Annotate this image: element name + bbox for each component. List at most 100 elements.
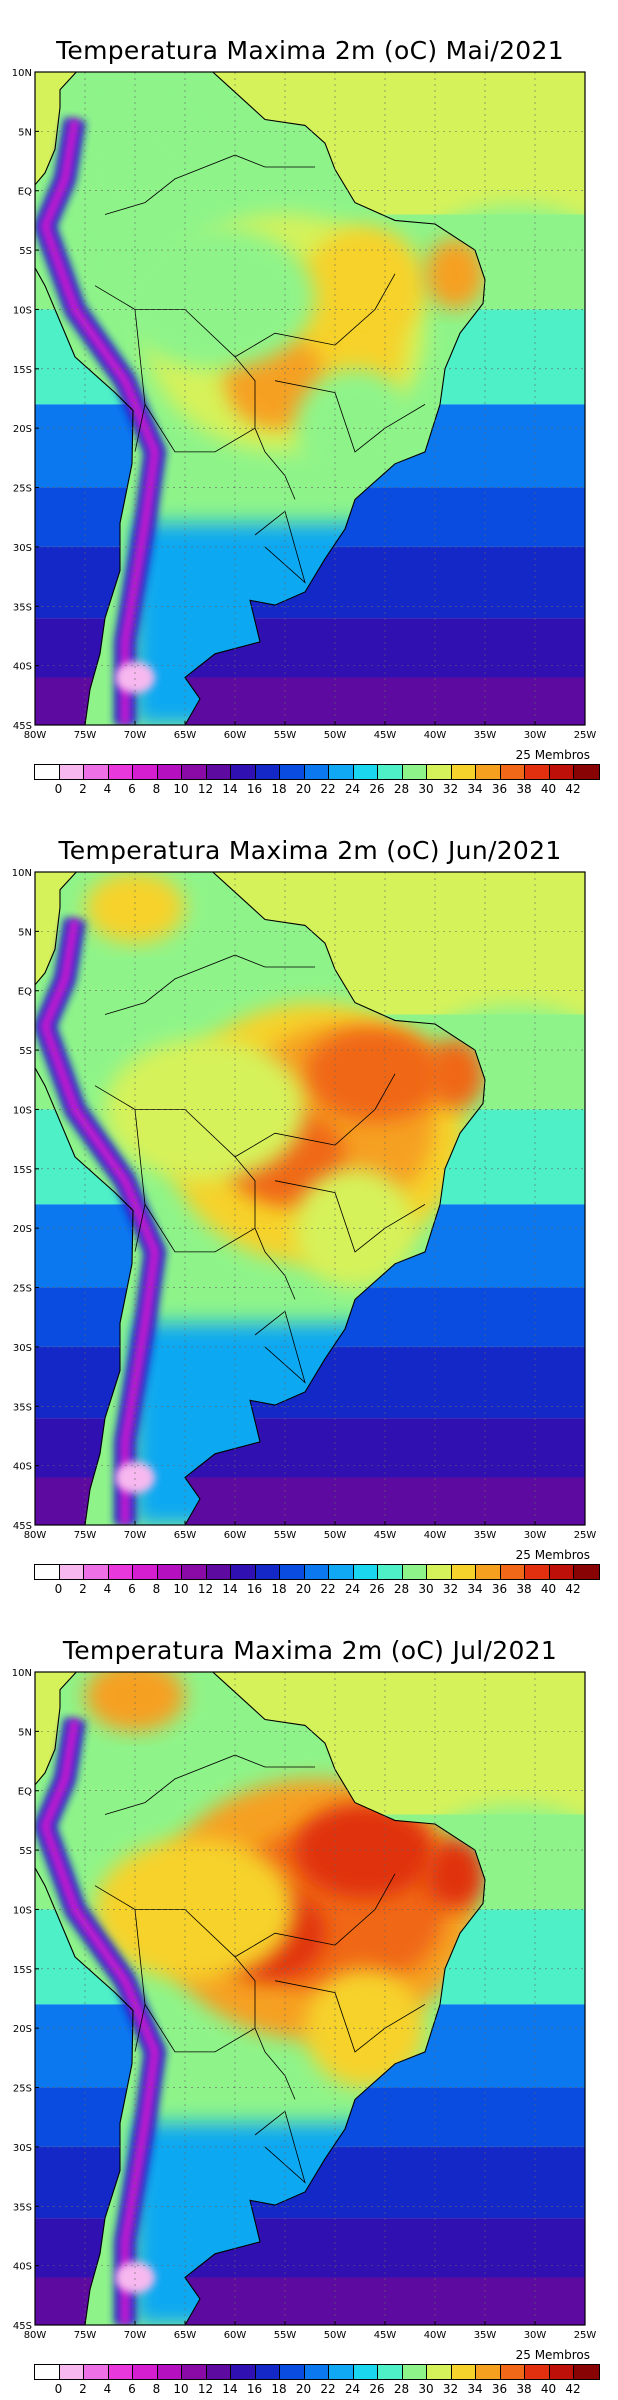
colorbar-cell	[304, 2365, 329, 2379]
lat-tick-label: 5N	[18, 1727, 32, 1738]
colorbar-tick-label: 10	[173, 1582, 189, 1596]
colorbar-cell	[280, 1565, 305, 1579]
border-line	[234, 1073, 396, 1158]
lon-tick-label: 50W	[324, 1530, 347, 1541]
border-line	[144, 1204, 256, 1253]
colorbar-tick-label: 24	[344, 782, 361, 796]
border-line	[134, 1909, 146, 2052]
colorbar-cell	[574, 1565, 599, 1579]
lat-tick-label: 20S	[13, 424, 32, 435]
colorbar-tick-label: 28	[393, 782, 410, 796]
colorbar-cell	[451, 765, 476, 779]
colorbar-tick-label: 8	[152, 1582, 161, 1596]
temperature-area	[305, 226, 425, 346]
temperature-area	[425, 238, 485, 310]
lon-tick-label: 70W	[124, 730, 147, 741]
colorbar-cell	[378, 2365, 403, 2379]
colorbar-tick-label: 32	[442, 1582, 459, 1596]
temperature-area	[425, 1838, 485, 1910]
colorbar-tick-label: 40	[540, 2382, 557, 2396]
colorbar-tick-label: 2	[79, 1582, 87, 1596]
lon-tick-label: 55W	[274, 730, 297, 741]
lat-tick-label: EQ	[18, 1787, 32, 1798]
lon-tick-label: 80W	[24, 1530, 47, 1541]
colorbar-cell	[500, 1565, 525, 1579]
colorbar-cell	[157, 1565, 182, 1579]
colorbar-cell	[525, 2365, 550, 2379]
colorbar-cell	[182, 1565, 207, 1579]
colorbar-cell	[280, 765, 305, 779]
colorbar-tick-label: 0	[54, 782, 63, 796]
lon-tick-label: 40W	[424, 1530, 447, 1541]
colorbar-tick-label: 22	[320, 2382, 336, 2396]
colorbar-tick-label: 18	[271, 782, 287, 796]
lon-tick-label: 55W	[274, 2330, 297, 2341]
lon-tick-label: 60W	[224, 730, 247, 741]
lon-tick-label: 45W	[374, 1530, 397, 1541]
colorbar-tick-label: 18	[271, 2382, 287, 2396]
lat-tick-label: 10N	[12, 1668, 32, 1679]
colorbar-tick-label: 20	[295, 782, 312, 796]
border-line	[134, 1109, 146, 1252]
colorbar-tick-label: 32	[442, 2382, 459, 2396]
colorbar-cell	[108, 765, 133, 779]
colorbar-tick-label: 12	[197, 1582, 214, 1596]
lat-tick-label: 25S	[13, 1284, 32, 1295]
lon-tick-label: 50W	[324, 2330, 347, 2341]
colorbar-tick-label: 28	[393, 1582, 410, 1596]
colorbar-tick-label: 8	[152, 782, 161, 796]
lat-tick-label: 40S	[13, 1462, 32, 1473]
colorbar-cell	[476, 2365, 501, 2379]
colorbar-tick-label: 32	[442, 782, 459, 796]
border-line	[104, 954, 315, 1015]
colorbar-tick-label: 16	[246, 1582, 263, 1596]
map-title: Temperatura Maxima 2m (oC) Mai/2021	[56, 36, 564, 65]
border-line	[144, 404, 256, 453]
lat-tick-label: 5S	[19, 1046, 32, 1057]
border-line	[134, 309, 146, 452]
border-line	[274, 1980, 426, 2053]
colorbar-cell	[378, 1565, 403, 1579]
colorbar-tick-label: 2	[79, 2382, 87, 2396]
temperature-area	[95, 1838, 295, 1981]
lon-tick-label: 25W	[574, 1530, 597, 1541]
lat-tick-label: 45S	[13, 1521, 32, 1532]
lon-tick-label: 35W	[474, 730, 497, 741]
colorbar-cell	[378, 765, 403, 779]
lat-tick-label: 30S	[13, 1343, 32, 1354]
colorbar-tick-label: 38	[516, 2382, 532, 2396]
lat-tick-label: 40S	[13, 2262, 32, 2273]
colorbar-cell	[59, 2365, 84, 2379]
colorbar-cell	[402, 2365, 427, 2379]
lon-tick-label: 50W	[324, 730, 347, 741]
colorbar-cell	[133, 2365, 158, 2379]
colorbar-cell	[35, 2365, 60, 2379]
colorbar-tick-label: 42	[565, 782, 581, 796]
members-label: 25 Membros	[515, 1548, 590, 1562]
colorbar-cell	[280, 2365, 305, 2379]
colorbar-cell	[231, 2365, 256, 2379]
colorbar-tick-label: 30	[418, 2382, 434, 2396]
lon-tick-label: 45W	[374, 2330, 397, 2341]
map-title: Temperatura Maxima 2m (oC) Jun/2021	[58, 836, 562, 865]
colorbar-tick-label: 20	[295, 2382, 312, 2396]
lon-tick-label: 80W	[24, 730, 47, 741]
colorbar-cell	[574, 2365, 599, 2379]
colorbar-tick-label: 14	[222, 782, 238, 796]
lat-tick-label: 5S	[19, 1846, 32, 1857]
colorbar-tick-label: 4	[103, 782, 112, 796]
lat-tick-label: 30S	[13, 2143, 32, 2154]
colorbar-tick-label: 20	[295, 1582, 312, 1596]
colorbar-cell	[255, 1565, 280, 1579]
colorbar-cell	[353, 765, 378, 779]
colorbar-cell	[84, 765, 109, 779]
colorbar-cell	[35, 1565, 60, 1579]
colorbar-cell	[59, 1565, 84, 1579]
colorbar-cell	[427, 2365, 452, 2379]
lat-tick-label: 35S	[13, 602, 32, 613]
colorbar-tick-label: 24	[344, 2382, 361, 2396]
lon-tick-label: 65W	[174, 730, 197, 741]
andes-south-peak	[115, 661, 155, 694]
